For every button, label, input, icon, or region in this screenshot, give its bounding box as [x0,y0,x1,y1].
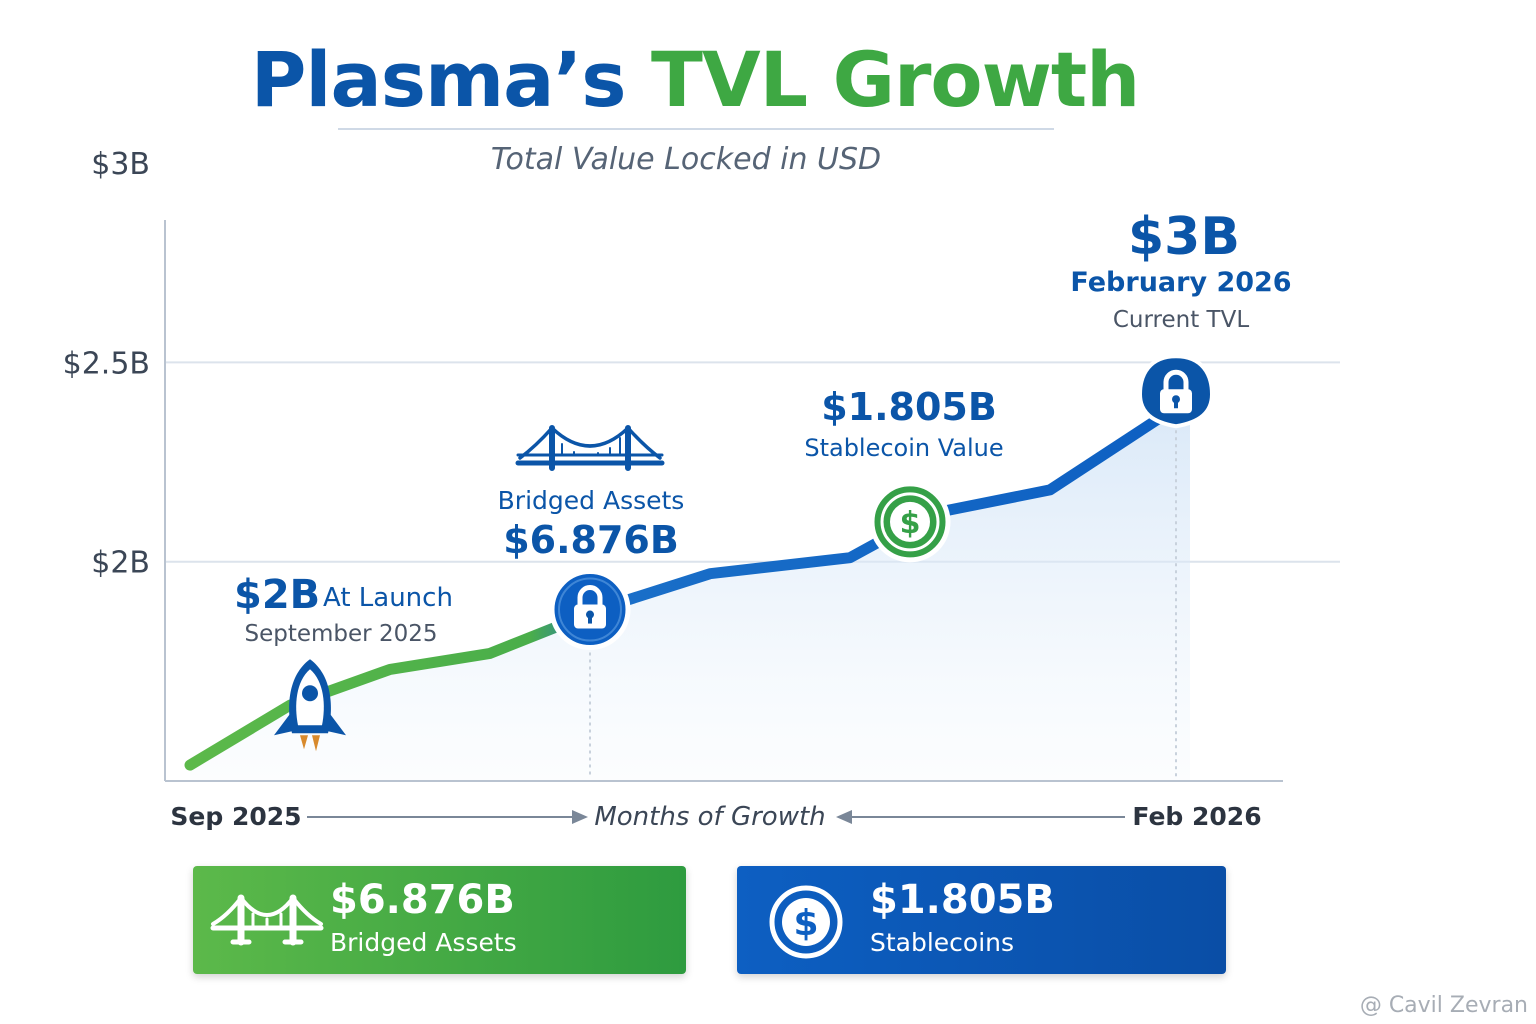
stablecoins-card: $ $1.805B Stablecoins [737,866,1226,974]
svg-text:$: $ [900,506,921,541]
x-axis-title: Months of Growth [594,802,825,832]
bridged-label: Bridged Assets [498,486,685,515]
dollar-coin-icon: $ [869,481,951,563]
y-tick-label: $2.5B [63,346,150,381]
y-tick-label: $2B [91,546,150,581]
title-part-tvl-growth: TVL Growth [651,35,1140,124]
x-arrow-right-head [572,810,588,824]
tvl-area-fill [190,398,1190,781]
svg-text:$: $ [793,903,818,944]
dollar-coin-icon: $ [769,885,843,959]
rocket-icon [274,659,346,752]
title-part-plasma: Plasma’s [250,35,627,124]
bridge-icon [210,894,324,946]
watermark: @ Cavil Zevran [1359,993,1528,1018]
chart-subtitle: Total Value Locked in USD [490,142,882,177]
lock-icon [1137,354,1215,429]
page-title: Plasma’s TVL Growth [0,38,1390,122]
launch-value: $2B [234,572,320,618]
title-divider [338,128,1054,130]
x-end-label: Feb 2026 [1132,802,1261,831]
stablecoin-value: $1.805B [821,385,997,429]
tvl-series-line [184,392,1196,771]
current-value: $3B [1128,207,1240,267]
bridged-value: $6.876B [503,518,679,562]
bridged-card-label: Bridged Assets [330,928,517,957]
stablecoin-label: Stablecoin Value [804,434,1003,462]
current-label: February 2026 [1070,267,1291,298]
x-arrow-left-head [836,810,852,824]
x-start-label: Sep 2025 [170,802,301,831]
stablecoins-card-value: $1.805B [870,877,1055,923]
bridged-card-value: $6.876B [330,877,515,923]
bridge-icon [515,425,665,471]
lock-icon [549,569,631,651]
launch-label: At Launch [323,583,453,613]
bridged-assets-card: $6.876B Bridged Assets [193,866,686,974]
launch-sublabel: September 2025 [245,621,438,647]
stablecoins-card-label: Stablecoins [870,928,1015,957]
y-tick-label: $3B [91,147,150,182]
current-sublabel: Current TVL [1113,307,1249,333]
